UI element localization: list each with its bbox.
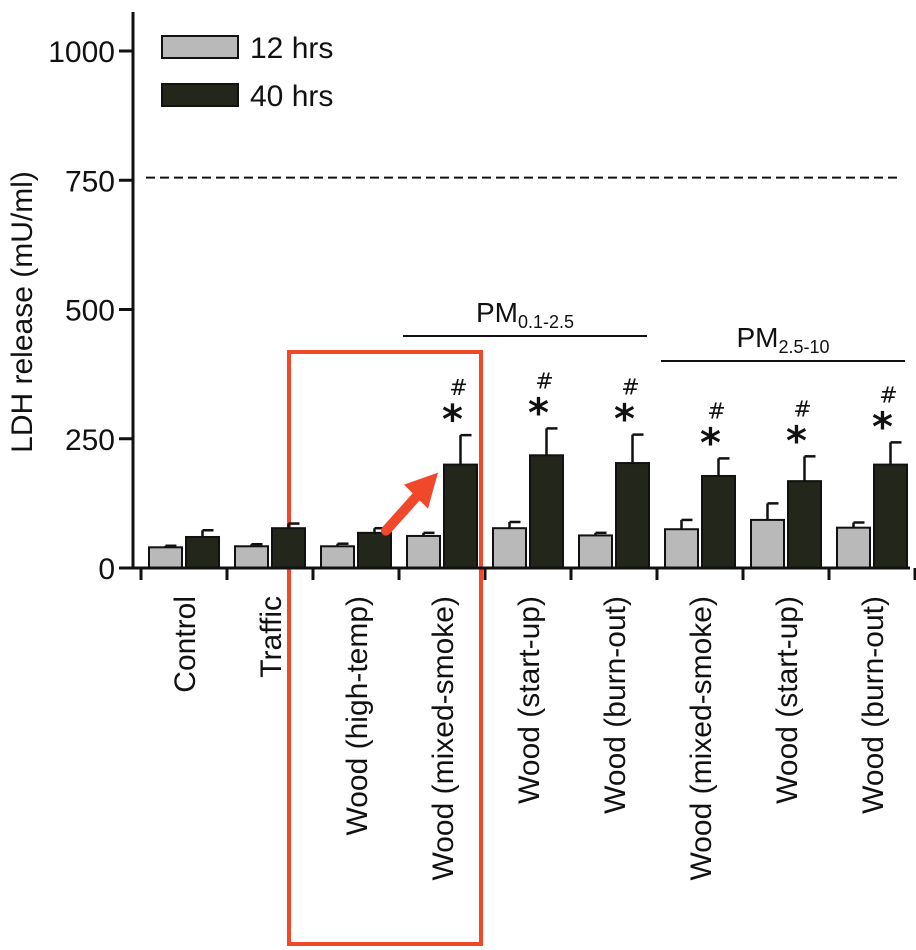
legend: 12 hrs 40 hrs [161, 32, 333, 113]
highlight-layer [287, 350, 483, 946]
group-label: PM2.5-10 [736, 322, 829, 357]
bar-12hrs [234, 545, 269, 570]
bar-40hrs [529, 454, 564, 570]
significance-star: * [442, 397, 463, 443]
y-tick-label: 750 [65, 165, 115, 198]
y-axis-title: LDH release (mU/ml) [6, 171, 39, 453]
bar-12hrs [664, 528, 699, 569]
bar-40hrs [615, 462, 650, 570]
bar-40hrs [185, 535, 220, 569]
bar-40hrs [271, 527, 306, 569]
category-label: Wood (mixed-smoke) [427, 596, 460, 881]
legend-label-12hrs: 12 hrs [250, 32, 333, 65]
significance-star: * [872, 404, 893, 450]
significance-hash: # [793, 397, 811, 422]
significance-hash: # [879, 383, 897, 408]
category-label: Wood (high-temp) [341, 596, 374, 836]
significance-star: * [614, 397, 635, 443]
highlight-box [287, 350, 483, 946]
category-label: Wood (mixed-smoke) [685, 596, 718, 881]
bar-40hrs [873, 463, 908, 570]
significance-star: * [786, 418, 807, 464]
category-label: Traffic [255, 596, 288, 678]
category-label: Wood (start-up) [771, 596, 804, 804]
group-label-sub: 0.1-2.5 [518, 312, 574, 332]
bar-40hrs [787, 480, 822, 570]
axes-layer: 0 250 500 750 1000 Control Traffic Wood (high-t… [48, 12, 916, 881]
legend-swatch-12hrs [161, 35, 239, 59]
groups-layer: PM0.1-2.5 PM2.5-10 [403, 297, 905, 362]
group-label-main: PM [736, 322, 778, 353]
significance-hash: # [535, 369, 553, 394]
y-tick-label: 250 [65, 424, 115, 457]
group-label-sub: 2.5-10 [778, 337, 829, 357]
y-tick-label: 1000 [48, 36, 115, 69]
bar-12hrs [406, 534, 441, 569]
significance-hash: # [449, 376, 467, 401]
bar-12hrs [320, 545, 355, 570]
significance-star: * [528, 390, 549, 436]
bar-12hrs [750, 518, 785, 570]
group-label-main: PM [476, 297, 518, 328]
highlight-arrow [381, 472, 438, 536]
bar-40hrs [357, 531, 392, 569]
category-label: Control [169, 596, 202, 693]
bar-40hrs [443, 463, 478, 570]
group-label: PM0.1-2.5 [476, 297, 574, 332]
legend-label-40hrs: 40 hrs [250, 80, 333, 113]
arrow-shaft [381, 487, 425, 536]
bar-12hrs [578, 534, 613, 570]
category-label: Wood (burn-out) [857, 596, 890, 814]
bars-layer: *#*#*#*#*# *# [148, 369, 908, 570]
y-tick-label: 0 [98, 553, 115, 586]
bar-12hrs [148, 546, 183, 570]
arrow-head [404, 472, 438, 509]
bar-12hrs [836, 526, 871, 570]
significance-hash: # [621, 376, 639, 401]
significance-star: * [700, 420, 721, 466]
legend-swatch-40hrs [161, 83, 239, 107]
y-tick-label: 500 [65, 295, 115, 328]
category-label: Wood (start-up) [513, 596, 546, 804]
bar-40hrs [701, 474, 736, 569]
category-label: Wood (burn-out) [599, 596, 632, 814]
bar-12hrs [492, 527, 527, 569]
significance-hash: # [707, 399, 725, 424]
